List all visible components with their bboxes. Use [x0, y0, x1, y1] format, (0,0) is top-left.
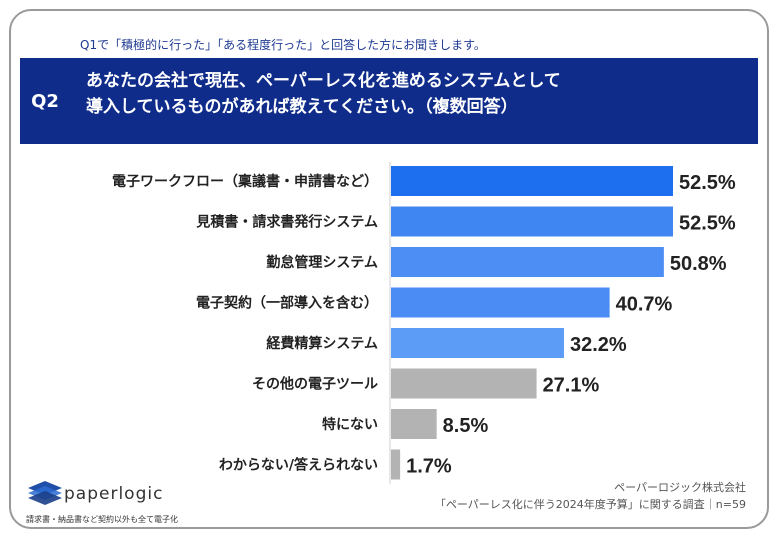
value-label: 8.5%	[443, 415, 489, 437]
bar	[391, 328, 564, 358]
value-label: 27.1%	[543, 375, 600, 397]
source-survey: 「ペーパーレス化に伴う2024年度予算」に関する調査｜n=59	[434, 498, 746, 511]
value-label: 1.7%	[406, 456, 452, 478]
category-label: 見積書・請求書発行システム	[195, 214, 378, 231]
category-label: その他の電子ツール	[252, 376, 378, 393]
category-label: 電子ワークフロー（稟議書・申請書など）	[112, 173, 378, 190]
question-number: Q2	[31, 90, 59, 112]
bar	[391, 287, 610, 318]
category-label: 経費精算システム	[266, 335, 378, 352]
subquestion-text: Q1で「積極的に行った」「ある程度行った」と回答した方にお聞きします。	[80, 38, 486, 52]
paperlogic-logo-icon	[28, 481, 62, 505]
bar	[391, 449, 401, 480]
value-label: 40.7%	[616, 294, 673, 316]
bar	[391, 206, 673, 237]
question-box: あなたの会社で現在、ペーパーレス化を進めるシステムとして 導入しているものがあれ…	[70, 58, 758, 144]
logo-text: paperlogic	[64, 484, 164, 504]
question-number-badge: Q2	[20, 58, 70, 144]
value-label: 50.8%	[670, 253, 727, 275]
category-label: 勤怠管理システム	[266, 254, 378, 271]
logo-tagline: 請求書・納品書など契約以外も全て電子化	[26, 515, 178, 524]
value-label: 52.5%	[679, 213, 736, 235]
value-label: 32.2%	[570, 334, 627, 356]
question-line-1: あなたの会社で現在、ペーパーレス化を進めるシステムとして	[86, 71, 561, 91]
question-line-2: 導入しているものがあれば教えてください。（複数回答）	[86, 97, 518, 117]
bar	[391, 166, 673, 196]
category-label: わからない/答えられない	[219, 457, 378, 474]
value-label: 52.5%	[679, 172, 736, 194]
category-label: 電子契約（一部導入を含む）	[196, 295, 378, 312]
bar	[391, 409, 437, 439]
category-label: 特にない	[322, 416, 378, 433]
source-company: ペーパーロジック株式会社	[614, 481, 746, 494]
bar	[391, 368, 537, 399]
bar	[391, 247, 664, 277]
